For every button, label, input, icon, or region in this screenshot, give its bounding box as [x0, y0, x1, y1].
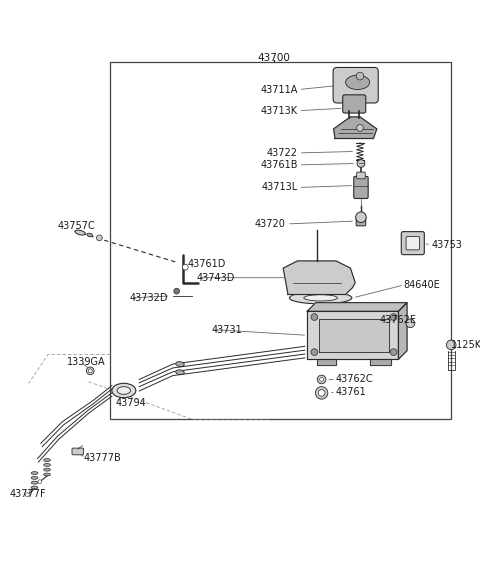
- Polygon shape: [334, 117, 377, 138]
- Circle shape: [356, 212, 366, 223]
- Ellipse shape: [289, 292, 352, 304]
- Circle shape: [182, 264, 188, 270]
- FancyBboxPatch shape: [406, 236, 420, 250]
- Text: 43713L: 43713L: [261, 182, 298, 193]
- Circle shape: [317, 375, 326, 384]
- Text: 1125KG: 1125KG: [451, 340, 480, 350]
- Polygon shape: [283, 261, 355, 294]
- Ellipse shape: [31, 486, 38, 489]
- Circle shape: [86, 367, 94, 375]
- Text: 43753: 43753: [432, 240, 463, 250]
- Ellipse shape: [44, 459, 50, 462]
- Ellipse shape: [44, 468, 50, 471]
- Text: 43711A: 43711A: [260, 85, 298, 94]
- Ellipse shape: [87, 233, 93, 237]
- Polygon shape: [307, 311, 398, 359]
- Text: 1339GA: 1339GA: [67, 357, 106, 367]
- Text: 43732D: 43732D: [130, 293, 168, 303]
- Text: 43713K: 43713K: [261, 106, 298, 116]
- FancyBboxPatch shape: [356, 216, 366, 226]
- Text: 43777B: 43777B: [84, 453, 122, 463]
- Ellipse shape: [75, 230, 85, 235]
- Circle shape: [315, 386, 328, 399]
- Circle shape: [311, 314, 318, 320]
- FancyBboxPatch shape: [354, 176, 368, 198]
- Circle shape: [25, 493, 29, 497]
- Text: 43700: 43700: [257, 53, 290, 63]
- Circle shape: [38, 480, 42, 484]
- Polygon shape: [317, 359, 336, 365]
- Circle shape: [96, 235, 102, 241]
- Circle shape: [320, 377, 324, 381]
- Polygon shape: [319, 319, 389, 352]
- Ellipse shape: [31, 476, 38, 479]
- Circle shape: [390, 314, 397, 320]
- Circle shape: [88, 369, 92, 373]
- Circle shape: [390, 349, 397, 355]
- Text: 43720: 43720: [255, 219, 286, 229]
- Text: 43762E: 43762E: [379, 315, 416, 325]
- FancyBboxPatch shape: [72, 448, 84, 455]
- Circle shape: [357, 160, 365, 167]
- Text: 43743D: 43743D: [197, 273, 235, 282]
- Text: 43762C: 43762C: [336, 375, 373, 384]
- FancyBboxPatch shape: [343, 95, 366, 113]
- Text: 43757C: 43757C: [58, 221, 96, 231]
- Bar: [110, 62, 451, 419]
- Ellipse shape: [176, 362, 184, 367]
- Ellipse shape: [117, 386, 131, 394]
- Circle shape: [311, 349, 318, 355]
- Polygon shape: [398, 303, 407, 359]
- Text: 43777F: 43777F: [10, 489, 46, 499]
- Ellipse shape: [112, 383, 136, 398]
- FancyBboxPatch shape: [357, 172, 365, 179]
- Circle shape: [356, 72, 364, 80]
- Ellipse shape: [176, 370, 184, 375]
- Text: 43761D: 43761D: [187, 259, 226, 270]
- Circle shape: [318, 389, 325, 396]
- Circle shape: [174, 288, 180, 294]
- Ellipse shape: [44, 463, 50, 466]
- Polygon shape: [307, 303, 407, 311]
- FancyBboxPatch shape: [333, 67, 378, 103]
- Ellipse shape: [44, 473, 50, 476]
- Text: 43722: 43722: [266, 148, 298, 158]
- Polygon shape: [370, 359, 391, 365]
- FancyBboxPatch shape: [401, 232, 424, 255]
- Ellipse shape: [31, 481, 38, 484]
- Circle shape: [406, 319, 415, 328]
- Text: 84640E: 84640E: [403, 280, 440, 290]
- Ellipse shape: [304, 295, 337, 301]
- Text: 43731: 43731: [211, 324, 242, 334]
- Text: 43794: 43794: [115, 398, 146, 407]
- Ellipse shape: [346, 75, 370, 89]
- Circle shape: [357, 124, 363, 131]
- Ellipse shape: [31, 472, 38, 475]
- Circle shape: [446, 340, 456, 350]
- Text: 43761: 43761: [336, 387, 367, 397]
- Text: 43761B: 43761B: [260, 160, 298, 170]
